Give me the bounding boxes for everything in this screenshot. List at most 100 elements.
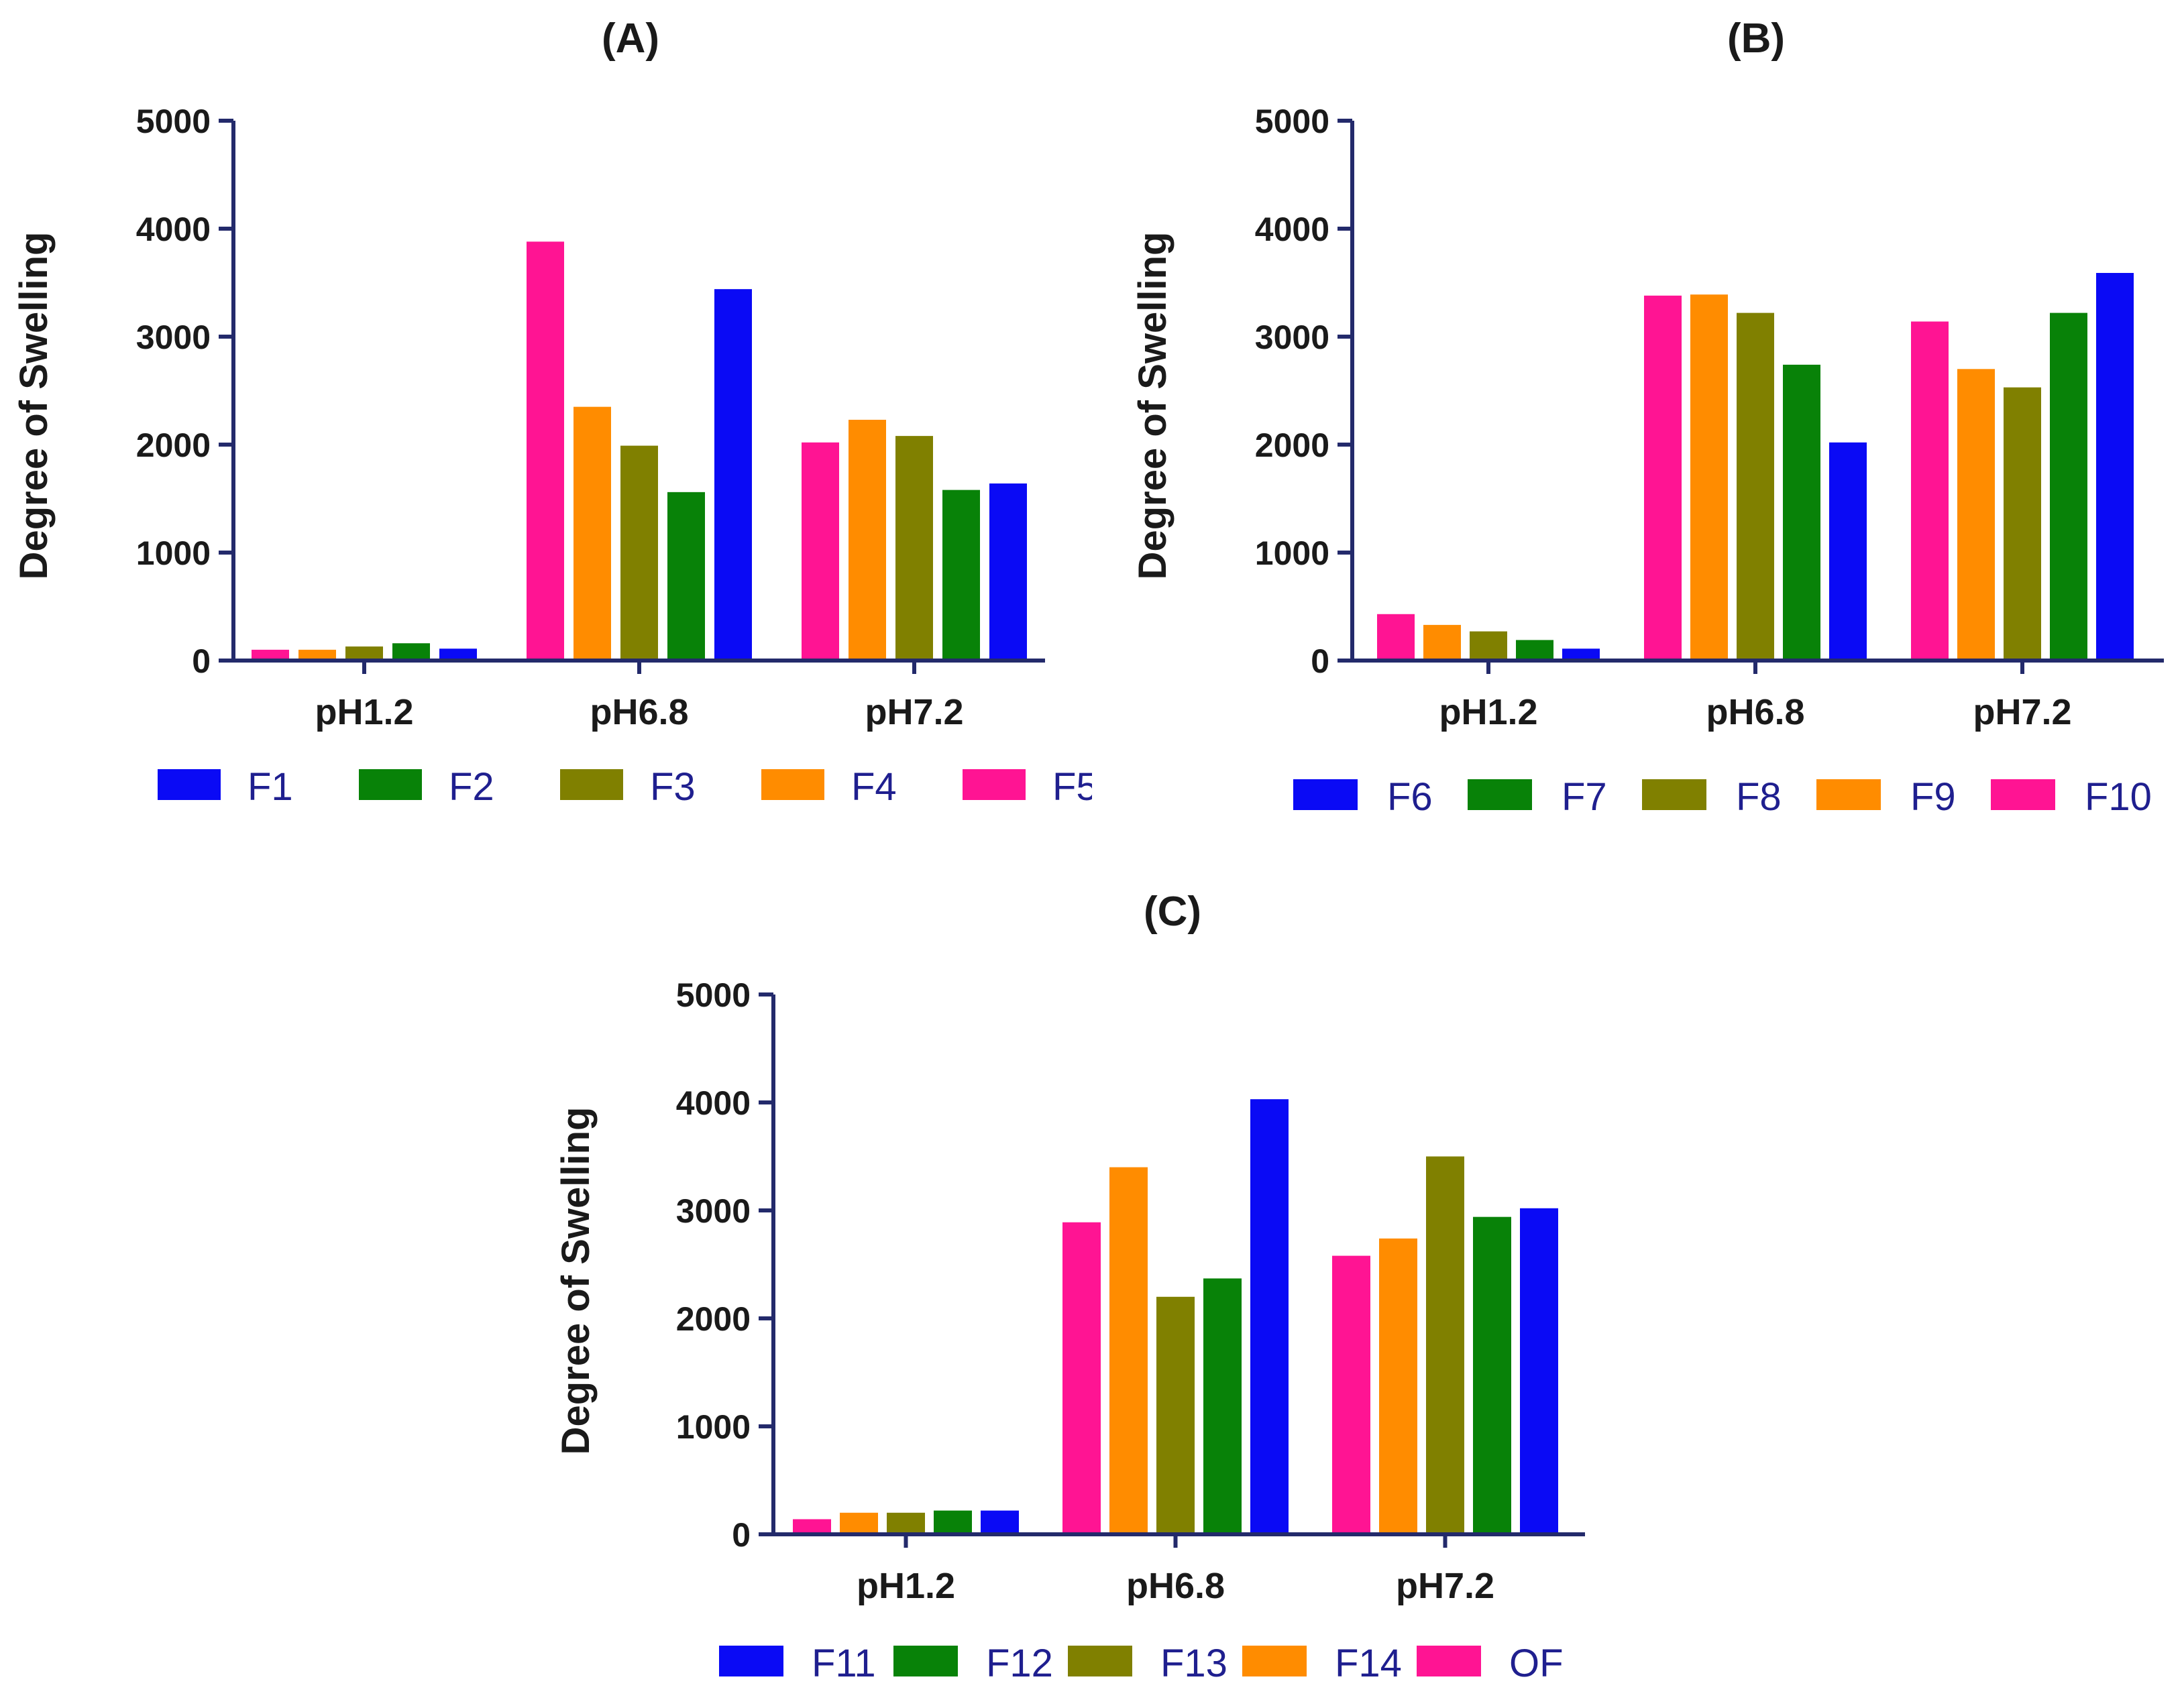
x-tick-label: pH1.2 xyxy=(857,1566,955,1606)
legend-label-of: OF xyxy=(1509,1642,1564,1685)
x-tick-label: pH6.8 xyxy=(1126,1566,1225,1606)
bar-f4-ph6-8 xyxy=(574,406,611,661)
bar-f1-ph6-8 xyxy=(714,289,752,661)
legend-label-f6: F6 xyxy=(1387,775,1433,819)
y-tick-label: 4000 xyxy=(676,1084,751,1122)
bar-f5-ph6-8 xyxy=(527,241,564,661)
y-tick-label: 1000 xyxy=(136,534,211,572)
x-ticks: pH1.2 pH6.8 pH7.2 xyxy=(857,1534,1494,1606)
bar-f8-ph6-8 xyxy=(1737,312,1774,661)
y-tick-label: 3000 xyxy=(676,1192,751,1230)
bar-f11-ph6-8 xyxy=(1250,1099,1289,1534)
bar-f13-ph1-2 xyxy=(887,1512,925,1534)
legend-swatch-f1 xyxy=(158,769,221,800)
y-ticks: 0 1000 2000 3000 4000 5000 xyxy=(136,103,233,680)
x-ticks: pH1.2 pH6.8 pH7.2 xyxy=(315,661,964,732)
bar-f7-ph1-2 xyxy=(1516,640,1553,661)
legend-swatch-f2 xyxy=(359,769,422,800)
y-tick-label: 2000 xyxy=(676,1300,751,1338)
bar-f9-ph1-2 xyxy=(1423,624,1461,661)
bar-f12-ph6-8 xyxy=(1203,1278,1242,1534)
y-tick-label: 1000 xyxy=(676,1408,751,1446)
bar-f4-ph1-2 xyxy=(298,649,336,661)
y-tick-label: 1000 xyxy=(1255,534,1329,572)
y-axis-label: Degree of Swelling xyxy=(1131,232,1175,580)
legend-label-f11: F11 xyxy=(812,1642,876,1685)
y-ticks: 0 1000 2000 3000 4000 5000 xyxy=(1255,103,1352,680)
bar-f13-ph7-2 xyxy=(1426,1156,1464,1534)
bar-f3-ph1-2 xyxy=(345,646,383,661)
y-tick-label: 4000 xyxy=(136,211,211,248)
legend-label-f2: F2 xyxy=(449,765,494,809)
y-tick-label: 0 xyxy=(1311,642,1329,680)
chart-title: (C) xyxy=(1144,889,1201,935)
legend-swatch-f8 xyxy=(1642,779,1706,810)
x-tick-label: pH1.2 xyxy=(1439,692,1537,732)
x-tick-label: pH7.2 xyxy=(1396,1566,1494,1606)
chart-title: (B) xyxy=(1727,15,1785,62)
legend-label-f5: F5 xyxy=(1052,765,1092,809)
legend-label-f13: F13 xyxy=(1160,1642,1227,1685)
legend-swatch-f7 xyxy=(1468,779,1532,810)
bar-f7-ph7-2 xyxy=(2050,312,2087,661)
bar-f11-ph7-2 xyxy=(1520,1208,1558,1534)
chart-panel-a: (A) Degree of Swelling 0 1000 2000 3000 4000… xyxy=(0,0,1092,845)
y-tick-label: 3000 xyxy=(136,319,211,356)
y-ticks: 0 1000 2000 3000 4000 5000 xyxy=(676,976,773,1554)
legend: F11 F12 F13 F14 OF xyxy=(719,1642,1564,1685)
bar-f14-ph6-8 xyxy=(1109,1167,1148,1534)
legend-label-f7: F7 xyxy=(1562,775,1607,819)
legend-swatch-f12 xyxy=(893,1646,958,1676)
x-tick-label: pH6.8 xyxy=(590,692,688,732)
bar-of-ph6-8 xyxy=(1062,1222,1101,1534)
bar-f10-ph1-2 xyxy=(1377,614,1415,661)
bar-f3-ph7-2 xyxy=(895,436,933,661)
y-axis-label: Degree of Swelling xyxy=(554,1107,598,1455)
bar-f5-ph1-2 xyxy=(252,649,289,661)
y-tick-label: 5000 xyxy=(136,103,211,140)
legend-swatch-f5 xyxy=(963,769,1026,800)
chart-title: (A) xyxy=(602,15,659,62)
legend-label-f10: F10 xyxy=(2085,775,2152,819)
legend-label-f14: F14 xyxy=(1335,1642,1402,1685)
legend: F6 F7 F8 F9 F10 xyxy=(1293,775,2152,819)
y-tick-label: 2000 xyxy=(136,426,211,464)
bar-f2-ph6-8 xyxy=(667,492,705,661)
chart-panel-c: (C) Degree of Swelling 0 1000 2000 3000 4000… xyxy=(537,858,1647,1708)
legend-label-f4: F4 xyxy=(851,765,897,809)
legend-swatch-of xyxy=(1417,1646,1481,1676)
bar-f14-ph7-2 xyxy=(1379,1238,1417,1534)
bar-f9-ph6-8 xyxy=(1690,294,1728,661)
bar-f2-ph1-2 xyxy=(392,643,430,661)
bar-f6-ph1-2 xyxy=(1562,648,1600,661)
x-tick-label: pH7.2 xyxy=(1973,692,2071,732)
bar-f12-ph7-2 xyxy=(1473,1216,1511,1534)
bar-f8-ph1-2 xyxy=(1470,631,1507,661)
legend-swatch-f14 xyxy=(1242,1646,1307,1676)
bar-f4-ph7-2 xyxy=(849,419,886,661)
legend-label-f1: F1 xyxy=(248,765,293,809)
bar-f5-ph7-2 xyxy=(802,442,839,661)
bar-f3-ph6-8 xyxy=(620,445,658,661)
bar-f1-ph7-2 xyxy=(989,483,1027,661)
chart-panel-b: (B) Degree of Swelling 0 1000 2000 3000 4000… xyxy=(1092,0,2184,845)
bar-f8-ph7-2 xyxy=(2004,387,2041,661)
y-tick-label: 0 xyxy=(192,642,211,680)
bar-f12-ph1-2 xyxy=(934,1510,972,1534)
bar-f10-ph6-8 xyxy=(1644,295,1682,661)
bar-f6-ph7-2 xyxy=(2096,273,2134,661)
y-tick-label: 2000 xyxy=(1255,426,1329,464)
legend-label-f12: F12 xyxy=(986,1642,1053,1685)
bar-of-ph1-2 xyxy=(793,1519,831,1534)
bars-layer xyxy=(252,241,1027,661)
y-axis-label: Degree of Swelling xyxy=(12,232,56,580)
x-ticks: pH1.2 pH6.8 pH7.2 xyxy=(1439,661,2072,732)
bar-f11-ph1-2 xyxy=(981,1510,1019,1534)
bar-f6-ph6-8 xyxy=(1829,442,1867,661)
chart-c-svg: (C) Degree of Swelling 0 1000 2000 3000 4000… xyxy=(554,889,1585,1685)
y-tick-label: 4000 xyxy=(1255,211,1329,248)
bar-f1-ph1-2 xyxy=(439,648,477,661)
y-tick-label: 5000 xyxy=(1255,103,1329,140)
bar-f14-ph1-2 xyxy=(840,1512,878,1534)
legend-swatch-f6 xyxy=(1293,779,1358,810)
